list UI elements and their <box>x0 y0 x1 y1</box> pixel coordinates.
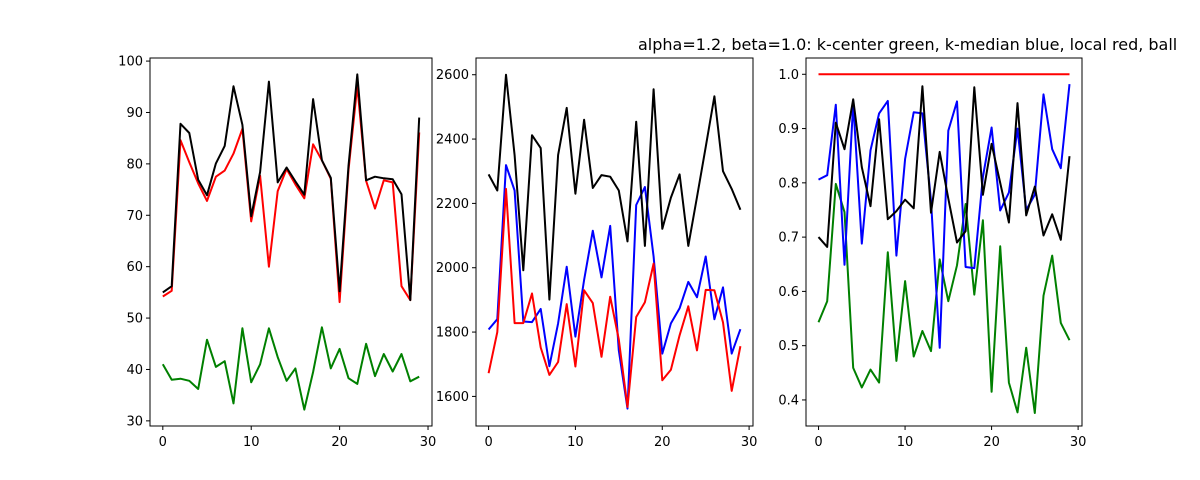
axes-2-x-tick-label: 20 <box>654 435 671 450</box>
axes-2-series-blue-line <box>487 164 742 410</box>
axes-1-y-tick-label: 100 <box>118 55 143 70</box>
axes-1-x-tick-label: 0 <box>159 435 167 450</box>
axes-3-x-tick-label: 10 <box>897 435 914 450</box>
axes-2-x-tick-label: 10 <box>567 435 584 450</box>
axes-1-y-tick-label: 60 <box>126 260 143 275</box>
axes-2-series-black-line <box>487 73 742 301</box>
axes-3: 0 10 20 30 0.4 0.5 0.6 0.7 0.8 0.9 1.0 <box>778 57 1087 450</box>
axes-2-x-tick-label: 30 <box>741 435 758 450</box>
axes-3-frame <box>805 57 1083 427</box>
chart-title: alpha=1.2, beta=1.0: k-center green, k-m… <box>638 35 1177 54</box>
axes-1-y-tick-label: 90 <box>126 106 143 121</box>
axes-3-y-tick-label: 0.6 <box>778 285 799 300</box>
axes-1: 0 10 20 30 30 40 50 60 70 80 90 100 <box>118 55 436 450</box>
axes-3-y-tick-label: 0.9 <box>778 122 799 137</box>
axes-3-x-tick-label: 20 <box>983 435 1000 450</box>
axes-3-y-tick-label: 0.7 <box>778 231 799 246</box>
axes-2-frame <box>475 57 754 427</box>
axes-1-series-black-line <box>162 73 421 302</box>
axes-1-series-red-line <box>162 84 421 304</box>
axes-3-x-tick-label: 0 <box>814 435 822 450</box>
axes-1-x-tick-label: 10 <box>243 435 260 450</box>
axes-3-series-black-line <box>817 85 1071 248</box>
axes-2: 0 10 20 30 1600 1800 2000 2200 2400 2600 <box>436 57 758 450</box>
axes-1-series-green-line <box>161 326 420 411</box>
axes-2-y-tick-label: 2000 <box>436 261 469 276</box>
axes-1-y-tick-label: 80 <box>126 157 143 172</box>
axes-2-y-tick-label: 2600 <box>436 68 469 83</box>
axes-1-y-tick-label: 40 <box>126 363 143 378</box>
axes-1-x-tick-label: 20 <box>331 435 348 450</box>
axes-3-series-green-line <box>817 182 1071 414</box>
axes-2-y-tick-label: 2400 <box>436 133 469 148</box>
axes-1-x-tick-label: 30 <box>420 435 437 450</box>
axes-2-y-tick-label: 2200 <box>436 197 469 212</box>
axes-3-y-tick-label: 0.8 <box>778 176 799 191</box>
axes-1-y-tick-label: 70 <box>126 209 143 224</box>
axes-2-y-tick-label: 1600 <box>436 390 469 405</box>
axes-1-frame <box>149 57 433 427</box>
axes-2-y-tick-label: 1800 <box>436 326 469 341</box>
axes-3-y-tick-label: 0.5 <box>778 339 799 354</box>
axes-1-y-tick-label: 50 <box>126 312 143 327</box>
axes-1-y-tick-label: 30 <box>126 414 143 429</box>
axes-3-y-tick-label: 0.4 <box>778 393 799 408</box>
axes-3-y-tick-label: 1.0 <box>778 68 799 83</box>
axes-2-series-red-line <box>487 187 742 408</box>
axes-3-x-tick-label: 30 <box>1070 435 1087 450</box>
axes-2-x-tick-label: 0 <box>484 435 492 450</box>
